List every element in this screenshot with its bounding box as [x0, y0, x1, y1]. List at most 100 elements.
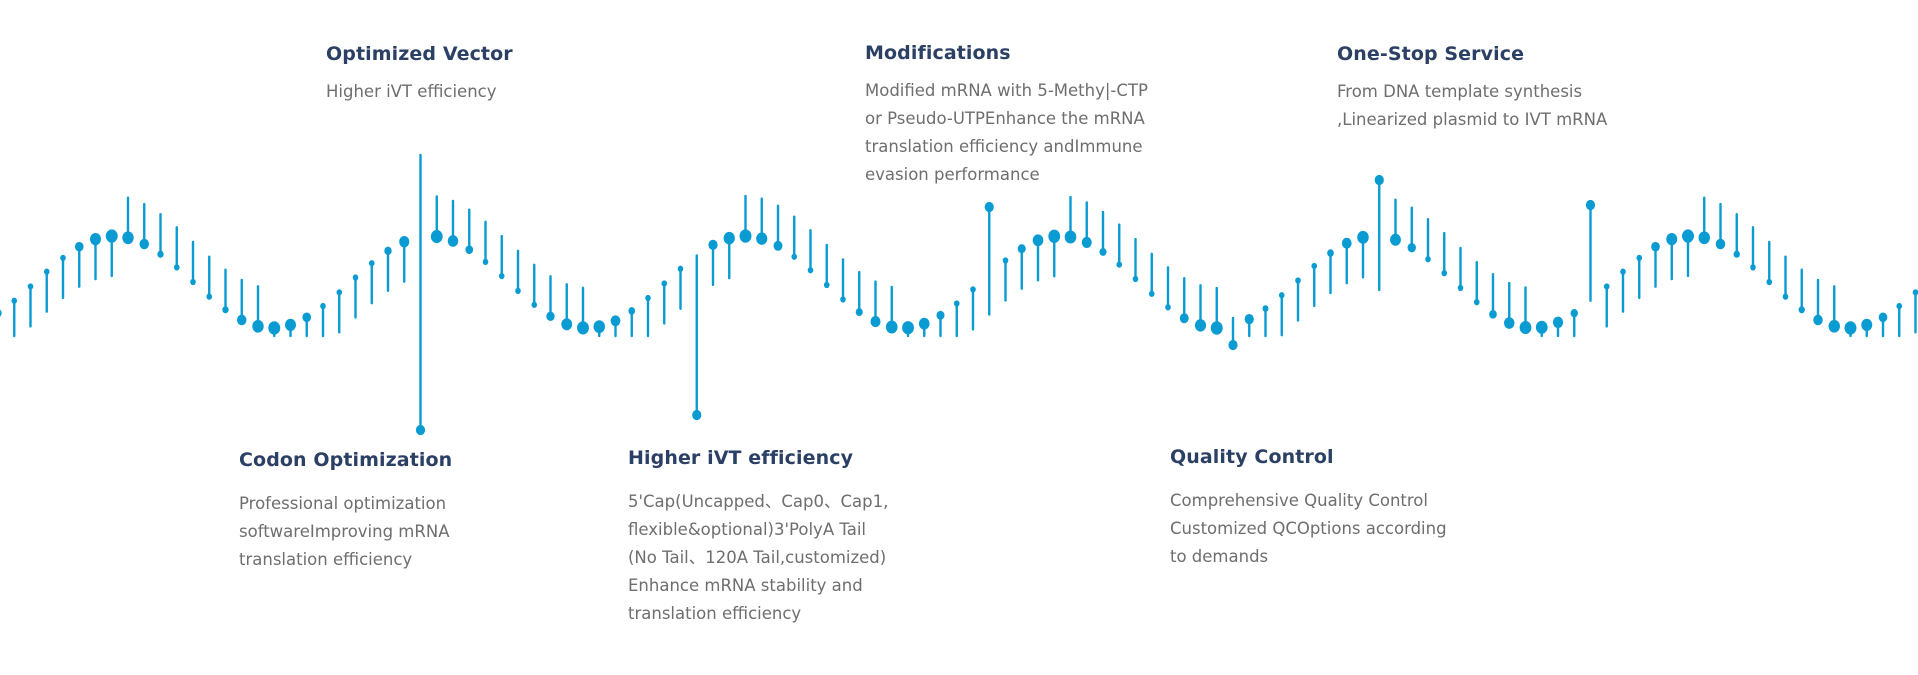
description-line: Comprehensive Quality Control [1170, 491, 1428, 510]
wave-bulb [1441, 269, 1448, 277]
wave-bulb [645, 294, 651, 302]
description-line: Enhance mRNA stability and [628, 576, 863, 595]
wave-bulb [628, 307, 636, 315]
wave-bulb [1698, 231, 1710, 245]
wave-bulb [1666, 233, 1678, 246]
wave-bulb [791, 253, 798, 260]
wave-bulb [1002, 257, 1009, 264]
wave-bulb [953, 300, 960, 307]
wave-bulb [11, 297, 18, 304]
wave-bulb [139, 238, 149, 250]
wave-bulb [1210, 321, 1223, 335]
feature-codon-optimization: Codon Optimization Professional optimiza… [239, 449, 452, 574]
wave-bulb [285, 318, 296, 331]
wave-bulb [268, 321, 281, 335]
wave-bulb [546, 311, 555, 321]
wave-bulb [936, 310, 945, 320]
wave-bulb [352, 274, 359, 281]
wave-bulb [27, 283, 34, 290]
description-line: 5'Cap(Uncapped、Cap0、Cap1, [628, 492, 889, 511]
wave-bulb [1896, 302, 1903, 310]
wave-bulb [430, 229, 443, 244]
wave-bulb [1798, 306, 1805, 314]
wave-bulb [1148, 290, 1155, 297]
wave-bulb [1733, 250, 1740, 258]
wave-bulb [723, 231, 735, 245]
wave-bulb [1585, 199, 1596, 211]
description-line: translation efficiency [628, 604, 802, 623]
feature-description: Professional optimization softwareImprov… [239, 490, 452, 574]
wave-bulb [252, 319, 264, 333]
wave-bulb [807, 267, 814, 274]
wave-bulb [1425, 256, 1431, 263]
wave-bulb [855, 308, 863, 317]
wave-bulb [482, 258, 489, 265]
wave-bulb [1407, 243, 1416, 253]
wave-bulb [610, 315, 621, 327]
wave-bulb [399, 235, 410, 248]
wave-bulb [1341, 237, 1352, 249]
wave-bulb [1519, 320, 1532, 335]
description-line: translation efficiency [239, 550, 413, 569]
wave-bulb [1048, 229, 1061, 243]
wave-bulb [173, 264, 180, 271]
wave-bulb [74, 241, 84, 252]
wave-bulb [708, 239, 718, 251]
feature-title: Optimized Vector [326, 43, 513, 65]
wave-bulb [190, 278, 196, 286]
wave-bulb [465, 245, 474, 255]
feature-description: 5'Cap(Uncapped、Cap0、Cap1, flexible&optio… [628, 488, 888, 628]
wave-bulb [1064, 230, 1077, 244]
description-line: softwareImproving mRNA [239, 522, 450, 541]
wave-bulb [498, 272, 505, 280]
feature-title: Quality Control [1170, 446, 1334, 468]
wave-bulb [368, 260, 375, 267]
description-line: flexible&optional)3'PolyA Tail [628, 520, 866, 539]
wave-bulb [593, 320, 606, 334]
description-line: (No Tail、120A Tail,customized) [628, 548, 887, 567]
wave-bulb [384, 246, 392, 255]
wave-bulb [661, 280, 668, 287]
wave-bulb [1099, 247, 1107, 256]
feature-title: Modifications [865, 42, 1011, 64]
wave-bulb [447, 235, 459, 247]
wave-bulb [43, 268, 50, 275]
wave-bulb [1457, 284, 1464, 292]
feature-optimized-vector: Optimized Vector Higher iVT efficiency [326, 43, 513, 106]
wave-bulb [1552, 316, 1564, 329]
wave-bulb [1262, 305, 1269, 312]
wave-bulb [1651, 241, 1660, 252]
wave-bulb [1390, 233, 1401, 246]
wave-bulb [984, 201, 994, 213]
wave-bulb [206, 293, 213, 300]
wave-bulb [1861, 318, 1873, 331]
description-line: to demands [1170, 547, 1269, 566]
wave-bulb [302, 312, 312, 323]
wave-bulb [970, 286, 976, 293]
wave-bulb [415, 424, 426, 436]
wave-bulb [336, 289, 343, 296]
wave-bulb [1017, 244, 1026, 254]
wave-bulb [1750, 264, 1756, 271]
wave-bulb [1357, 230, 1369, 244]
wave-bulb [1473, 299, 1480, 306]
wave-bulb [1179, 313, 1189, 324]
wave-bulb [1374, 174, 1384, 186]
wave-bulb [885, 320, 898, 334]
wave-bulb [1603, 283, 1610, 290]
description-line: evasion performance [865, 165, 1040, 184]
wave-bulb [1032, 234, 1044, 247]
description-line: ,Linearized plasmid to IVT mRNA [1337, 110, 1608, 129]
wave-bulb [320, 302, 326, 310]
wave-bulb [122, 231, 134, 245]
wave-bulb [870, 316, 881, 328]
wave-bulb [692, 409, 702, 421]
feature-higher-ivt-efficiency: Higher iVT efficiency 5'Cap(Uncapped、Cap… [628, 447, 888, 628]
wave-bulb [222, 306, 229, 314]
wave-bulb [739, 229, 752, 243]
wave-bulb [1278, 292, 1285, 299]
wave-bulb [60, 254, 66, 262]
wave-bulb [1116, 261, 1123, 268]
wave-bulb [1813, 314, 1823, 326]
